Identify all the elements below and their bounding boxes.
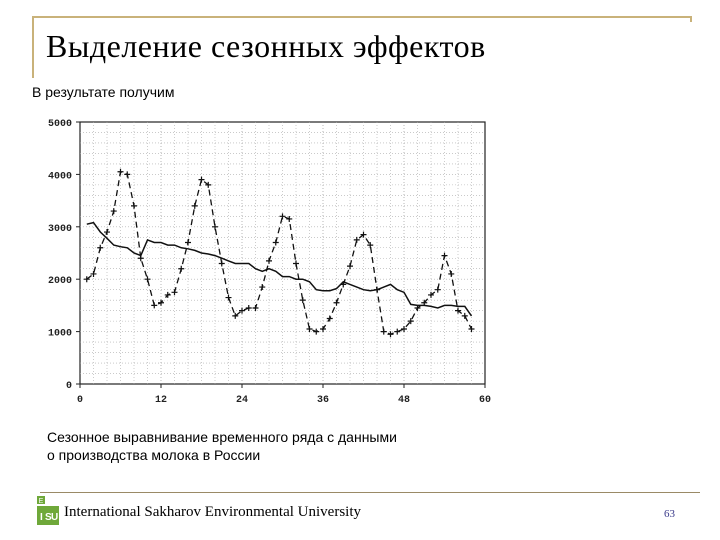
data-point-marker — [259, 284, 266, 291]
data-point-marker — [313, 328, 320, 335]
page-number: 63 — [664, 508, 675, 520]
data-point-marker — [151, 302, 158, 309]
data-point-marker — [185, 239, 191, 246]
slide-title: Выделение сезонных эффектов — [46, 28, 486, 64]
data-point-marker — [117, 168, 124, 175]
x-tick-label: 0 — [77, 395, 83, 406]
y-tick-label: 1000 — [48, 329, 72, 340]
data-point-marker — [232, 312, 239, 319]
data-point-marker — [434, 286, 441, 293]
data-point-marker — [178, 265, 185, 272]
data-point-marker — [448, 270, 455, 277]
data-point-marker — [299, 297, 306, 304]
data-point-marker — [401, 325, 407, 332]
logo-letter-e: E — [39, 498, 44, 505]
frame-right-tick — [690, 16, 692, 22]
data-point-marker — [245, 305, 252, 312]
caption-line-1: Сезонное выравнивание временного ряда с … — [47, 429, 397, 445]
data-point-marker — [225, 294, 232, 301]
iseu-logo: E I S U — [37, 496, 59, 525]
data-point-marker — [171, 289, 178, 296]
logo-block-top — [37, 496, 45, 504]
frame-left-rule — [32, 16, 34, 78]
data-point-marker — [320, 325, 326, 332]
data-point-marker — [158, 299, 164, 306]
university-name: International Sakharov Environmental Uni… — [64, 504, 362, 520]
data-point-marker — [104, 229, 110, 236]
data-point-marker — [407, 318, 414, 325]
data-point-marker — [326, 315, 333, 322]
data-point-marker — [461, 312, 468, 319]
data-point-marker — [90, 270, 97, 277]
data-point-marker — [164, 291, 171, 298]
data-point-marker — [360, 231, 367, 238]
data-point-marker — [198, 176, 205, 183]
y-tick-label: 3000 — [48, 224, 72, 235]
series-line-smoothed — [86, 221, 473, 317]
series-line-actual — [86, 170, 473, 335]
x-tick-label: 60 — [479, 395, 491, 406]
data-point-marker — [83, 276, 90, 283]
chart-caption: Сезонное выравнивание временного ряда с … — [47, 428, 397, 464]
data-point-marker — [191, 202, 198, 209]
logo-letter-s: S — [45, 512, 52, 523]
milk-production-chart: 0 1000 2000 3000 4000 5000 0 12 24 36 48 60 — [48, 119, 491, 406]
data-point-marker — [441, 252, 448, 259]
data-point-marker — [279, 213, 286, 220]
logo-block-main — [37, 506, 59, 525]
data-point-marker — [286, 215, 293, 222]
data-point-marker — [333, 299, 340, 306]
logo-letter-u: U — [51, 512, 58, 523]
data-point-marker — [266, 257, 272, 264]
footer-rule — [40, 492, 700, 493]
frame-top-rule — [32, 16, 692, 18]
data-point-marker — [347, 263, 353, 270]
data-point-marker — [367, 242, 374, 249]
x-tick-label: 24 — [236, 395, 248, 406]
y-tick-label: 0 — [66, 381, 72, 392]
data-point-marker — [218, 260, 225, 267]
data-point-marker — [387, 331, 394, 338]
data-point-marker — [144, 276, 151, 283]
data-point-marker — [124, 171, 131, 178]
data-point-marker — [468, 325, 475, 332]
data-point-marker — [380, 328, 387, 335]
data-point-marker — [205, 181, 212, 188]
x-tick-label: 12 — [155, 395, 167, 406]
data-point-marker — [239, 307, 245, 314]
data-point-marker — [212, 223, 218, 230]
data-point-marker — [131, 202, 137, 209]
data-point-marker — [306, 325, 313, 332]
data-point-marker — [272, 239, 279, 246]
caption-line-2: о производства молока в России — [47, 447, 261, 463]
data-point-marker — [455, 307, 461, 314]
y-tick-label: 5000 — [48, 119, 72, 130]
data-point-marker — [394, 328, 401, 335]
data-point-marker — [428, 291, 434, 298]
data-point-marker — [252, 305, 259, 312]
y-tick-label: 2000 — [48, 276, 72, 287]
slide-subtitle: В результате получим — [32, 84, 175, 100]
x-tick-label: 36 — [317, 395, 329, 406]
data-point-marker — [97, 244, 104, 251]
data-point-marker — [353, 236, 360, 243]
data-point-marker — [293, 260, 299, 267]
y-tick-label: 4000 — [48, 171, 72, 182]
logo-letter-i: I — [40, 512, 43, 523]
data-point-marker — [110, 208, 117, 215]
x-tick-label: 48 — [398, 395, 410, 406]
